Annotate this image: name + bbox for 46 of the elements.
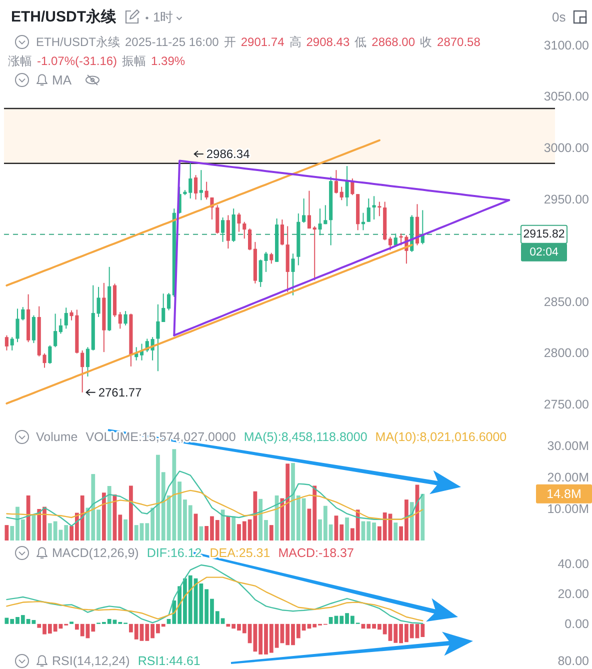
annotation: 涨幅 — [8, 54, 32, 68]
annotation: 振幅 — [122, 54, 146, 68]
text: 80.00 — [558, 654, 590, 668]
series-label: DIF:16.12 — [146, 546, 202, 560]
y-tick-label: 2950.00 — [544, 192, 590, 206]
annotation: 2761.77 — [98, 385, 142, 400]
annotation: 14.8M — [546, 486, 582, 501]
series-label: DEA:25.31 — [210, 546, 270, 560]
annotation: -1.07%(-31.16) — [37, 54, 118, 68]
annotation: 2901.74 — [240, 35, 285, 49]
annotation: 收 — [420, 35, 432, 49]
y-tick-label: 2800.00 — [544, 346, 590, 360]
annotation: 2986.34 — [206, 147, 250, 162]
text: MACD:-18.37 — [278, 546, 354, 560]
annotation: 开 — [224, 35, 236, 49]
y-tick-label: 3050.00 — [544, 90, 590, 104]
annotation: 02:04 — [530, 246, 559, 258]
annotation: 2868.00 — [372, 35, 416, 49]
y-tick-label: 2750.00 — [544, 398, 590, 412]
y-tick-label: 0.00 — [564, 616, 590, 631]
y-tick-label: 30.00M — [547, 439, 589, 453]
annotation: 2908.43 — [306, 35, 350, 49]
text: MA(5):8,458,118.8000 — [244, 430, 368, 444]
y-tick-label: 3100.00 — [544, 38, 590, 52]
y-tick-label: 40.00 — [558, 556, 590, 571]
annotation: 低 — [354, 35, 367, 49]
y-tick-label: 20.00 — [558, 586, 590, 601]
annotation: 1.39% — [151, 54, 186, 68]
y-tick-label: 10.00M — [547, 502, 589, 516]
annotation: MA — [52, 72, 72, 88]
text: 0s — [552, 10, 566, 24]
ref-line-label: 2915.82 — [523, 228, 565, 240]
y-tick-label: 2850.00 — [544, 294, 590, 309]
annotation: ETH/USDT永续 — [36, 35, 120, 49]
text: MA(10):8,021,016.6000 — [375, 430, 507, 444]
annotation: 2870.58 — [437, 35, 481, 49]
annotation: 高 — [289, 35, 302, 49]
chart-title: ETH/USDT永续 — [11, 8, 117, 26]
y-tick-label: 3000.00 — [544, 141, 590, 155]
annotation: RSI1:44.61 — [138, 654, 200, 668]
text: RSI(14,12,24) — [52, 654, 130, 668]
annotation: 2025-11-25 16:00 — [125, 35, 220, 49]
chart-title: MACD(12,26,9) — [52, 546, 139, 560]
chart-subtitle: 1时 — [153, 10, 174, 24]
y-tick-label: 20.00M — [547, 470, 589, 484]
chart-title: Volume — [36, 430, 78, 444]
